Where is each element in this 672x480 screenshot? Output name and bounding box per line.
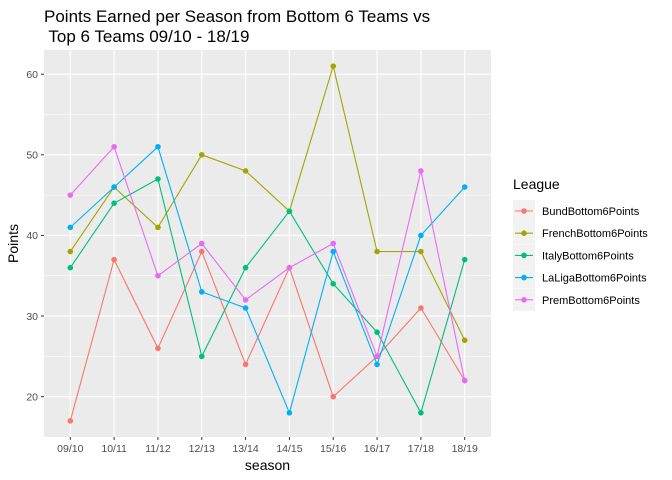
x-tick-label: 17/18 bbox=[408, 443, 434, 455]
data-point bbox=[67, 418, 74, 424]
data-point bbox=[286, 208, 293, 215]
data-point bbox=[198, 289, 205, 295]
data-point bbox=[155, 176, 161, 182]
data-point bbox=[374, 329, 380, 335]
x-tick-label: 14/15 bbox=[276, 443, 302, 455]
legend-item: ItalyBottom6Points bbox=[513, 244, 634, 267]
data-point bbox=[461, 184, 468, 190]
legend: League BundBottom6Points FrenchBottom6Poi… bbox=[513, 176, 648, 311]
chart-title-line-2: Top 6 Teams 09/10 - 18/19 bbox=[44, 27, 249, 46]
legend-label: PremBottom6Points bbox=[542, 295, 640, 307]
legend-label: FrenchBottom6Points bbox=[542, 228, 648, 240]
data-point bbox=[286, 264, 293, 271]
legend-key-point bbox=[521, 297, 527, 303]
legend-item: FrenchBottom6Points bbox=[513, 222, 648, 245]
data-point bbox=[330, 393, 337, 400]
series-line bbox=[69, 146, 466, 381]
data-point bbox=[461, 377, 468, 384]
x-tick-label: 11/12 bbox=[145, 443, 171, 455]
x-tick-label: 18/19 bbox=[452, 443, 478, 455]
data-point bbox=[461, 256, 468, 263]
data-point bbox=[461, 337, 468, 344]
y-axis-title: Points bbox=[5, 224, 21, 263]
data-point bbox=[155, 272, 161, 279]
series-points bbox=[67, 63, 468, 424]
legend-key-point bbox=[521, 208, 527, 214]
data-point bbox=[155, 143, 161, 150]
data-point bbox=[418, 168, 424, 174]
data-point bbox=[67, 248, 74, 255]
y-tick-label: 40 bbox=[26, 230, 38, 242]
legend-label: BundBottom6Points bbox=[542, 206, 640, 218]
data-point bbox=[242, 264, 249, 271]
x-tick-label: 12/13 bbox=[189, 443, 215, 455]
legend-label: ItalyBottom6Points bbox=[542, 250, 634, 262]
data-point bbox=[374, 361, 380, 368]
data-point bbox=[155, 224, 161, 231]
data-point bbox=[111, 256, 117, 263]
data-point bbox=[198, 152, 205, 158]
series-line bbox=[69, 178, 466, 414]
data-point bbox=[374, 353, 380, 360]
data-point bbox=[198, 240, 205, 247]
x-axis: 09/10 10/11 11/12 12/13 13/14 14/15 15/16 16/17… bbox=[57, 437, 478, 455]
data-point bbox=[418, 232, 424, 239]
data-point bbox=[198, 353, 205, 360]
data-point bbox=[198, 248, 205, 255]
data-point bbox=[67, 224, 74, 231]
data-point bbox=[242, 168, 249, 174]
data-point bbox=[418, 248, 424, 255]
legend-label: LaLigaBottom6Points bbox=[542, 273, 647, 285]
data-point bbox=[330, 281, 337, 287]
y-tick-label: 30 bbox=[26, 311, 38, 323]
legend-key-point bbox=[521, 274, 527, 281]
data-point bbox=[111, 184, 117, 190]
x-tick-label: 15/16 bbox=[320, 443, 346, 455]
legend-item: BundBottom6Points bbox=[513, 200, 640, 222]
legend-item: LaLigaBottom6Points bbox=[513, 266, 647, 289]
y-tick-label: 60 bbox=[26, 69, 38, 81]
x-tick-label: 13/14 bbox=[232, 443, 258, 455]
data-point bbox=[330, 240, 337, 247]
series-line bbox=[69, 146, 466, 414]
data-point bbox=[286, 410, 293, 416]
x-tick-label: 09/10 bbox=[57, 443, 83, 455]
data-point bbox=[418, 305, 424, 311]
data-point bbox=[155, 345, 161, 352]
data-point bbox=[242, 297, 249, 303]
x-tick-label: 10/11 bbox=[101, 443, 127, 455]
data-point bbox=[374, 248, 380, 255]
data-point bbox=[111, 200, 117, 206]
legend-key-point bbox=[521, 252, 527, 259]
data-point bbox=[111, 143, 117, 150]
legend-items: BundBottom6Points FrenchBottom6Points Ital… bbox=[513, 200, 648, 311]
series-line bbox=[69, 65, 466, 341]
chart-title-line-1: Points Earned per Season from Bottom 6 T… bbox=[44, 7, 430, 26]
data-point bbox=[418, 410, 424, 416]
plot-panel bbox=[44, 50, 491, 437]
data-point bbox=[330, 63, 337, 69]
y-tick-label: 20 bbox=[26, 391, 38, 403]
data-point bbox=[242, 361, 249, 368]
y-tick-label: 50 bbox=[26, 150, 38, 162]
legend-item: PremBottom6Points bbox=[513, 288, 640, 311]
series-line bbox=[69, 251, 466, 422]
legend-title: League bbox=[513, 176, 560, 192]
series-lines bbox=[69, 65, 466, 422]
x-axis-title: season bbox=[245, 457, 290, 473]
x-tick-label: 16/17 bbox=[364, 443, 390, 455]
legend-key-point bbox=[521, 230, 527, 236]
data-point bbox=[242, 305, 249, 311]
grid-minor bbox=[44, 114, 491, 357]
data-point bbox=[67, 192, 74, 198]
y-axis: 20 30 40 50 60 bbox=[26, 69, 44, 403]
data-point bbox=[330, 248, 337, 255]
data-point bbox=[67, 264, 74, 271]
